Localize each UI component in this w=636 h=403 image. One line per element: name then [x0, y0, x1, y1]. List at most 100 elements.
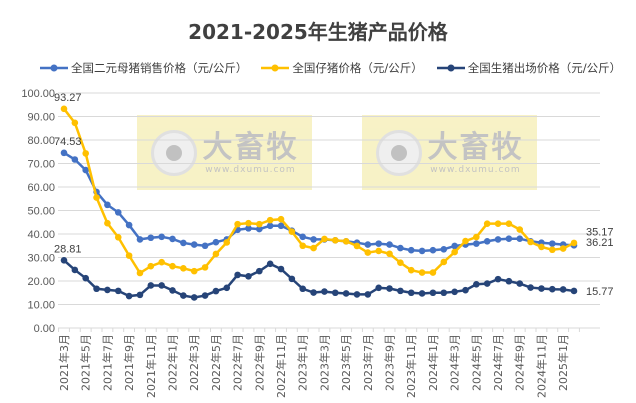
data-point [299, 285, 307, 293]
x-tick-label: 2025年1月 [556, 334, 570, 391]
data-point [538, 285, 545, 292]
data-point [397, 244, 404, 252]
data-point [386, 241, 393, 248]
x-tick-label: 2021年3月 [57, 334, 71, 391]
x-tick-label: 2022年1月 [166, 334, 180, 391]
data-point [180, 265, 187, 272]
data-point [223, 239, 231, 246]
data-point [158, 233, 165, 241]
data-point [147, 234, 155, 242]
data-label-first: 28.81 [54, 243, 82, 255]
data-point [429, 289, 437, 297]
data-point [212, 250, 220, 258]
data-point [548, 246, 556, 254]
x-tick-label: 2022年11月 [274, 334, 288, 398]
data-point [440, 245, 448, 253]
data-point [125, 292, 133, 300]
data-point [364, 249, 372, 256]
data-point [451, 288, 458, 296]
x-tick-label: 2024年5月 [469, 334, 483, 391]
data-point [386, 285, 393, 292]
data-point [147, 282, 155, 289]
chart-title: 2021-2025年生猪产品价格 [188, 20, 448, 44]
data-point [527, 284, 534, 291]
data-point [136, 291, 144, 299]
eye-logo-icon [150, 129, 197, 176]
legend-label: 全国仔猪价格（元/公斤） [292, 61, 423, 75]
data-label-last: 35.17 [586, 226, 614, 238]
x-tick-label: 2021年7月 [100, 334, 114, 391]
data-point [570, 239, 578, 247]
data-point [440, 289, 448, 297]
x-tick-label: 2022年7月 [231, 334, 245, 391]
data-point [114, 233, 122, 241]
legend-label: 全国二元母猪销售价格（元/公斤） [71, 61, 248, 75]
data-point [288, 228, 296, 235]
data-point [190, 294, 198, 301]
data-point [375, 240, 382, 247]
y-tick-label: 70.00 [27, 159, 55, 171]
data-point [483, 237, 491, 245]
data-point [136, 236, 144, 243]
data-point [570, 287, 578, 295]
data-point [277, 222, 285, 230]
data-point [71, 266, 79, 274]
data-point [397, 259, 404, 266]
data-point [321, 235, 328, 243]
data-point [331, 289, 339, 297]
data-point [353, 242, 361, 250]
data-point [201, 264, 209, 271]
data-point [375, 247, 382, 255]
data-point [190, 267, 198, 275]
data-point [505, 235, 513, 242]
data-point [505, 220, 513, 227]
x-tick-label: 2022年5月 [209, 334, 223, 391]
data-point [407, 289, 415, 297]
data-point [386, 250, 393, 258]
data-point [104, 219, 111, 227]
watermark-logo: 大畜牧 www.dxumu.com [137, 115, 312, 190]
data-point [418, 269, 426, 276]
legend-item-sow: 全国二元母猪销售价格（元/公斤） [40, 60, 247, 76]
data-point [299, 233, 307, 241]
x-tick-label: 2023年7月 [361, 334, 375, 391]
data-point [71, 119, 79, 127]
data-point [147, 262, 155, 270]
watermark-brand: 大畜牧 [202, 129, 299, 165]
data-point [114, 209, 122, 216]
x-tick-label: 2021年5月 [79, 334, 93, 391]
data-point [93, 285, 100, 293]
data-point [190, 241, 198, 248]
data-point [364, 241, 372, 248]
data-point [397, 287, 404, 295]
legend-marker-hog [436, 64, 465, 72]
data-label-first: 93.27 [54, 92, 82, 104]
data-point [364, 291, 372, 298]
data-point [429, 246, 437, 254]
data-point [353, 291, 361, 298]
data-point [82, 274, 90, 282]
eye-logo-icon [375, 129, 422, 176]
x-tick-label: 2024年3月 [448, 334, 462, 391]
data-point [473, 233, 480, 241]
data-point [407, 246, 415, 254]
data-point [256, 225, 263, 233]
y-tick-label: 90.00 [27, 112, 55, 124]
data-point [245, 273, 252, 280]
data-point [548, 285, 556, 293]
data-point [93, 194, 100, 201]
data-point [169, 262, 176, 270]
data-point [82, 166, 90, 174]
x-tick-label: 2023年9月 [383, 334, 397, 391]
data-point [71, 156, 79, 163]
data-point [256, 267, 263, 275]
data-point [483, 280, 491, 287]
data-point [310, 244, 317, 252]
data-point [559, 245, 567, 252]
data-point [158, 258, 165, 266]
data-point [407, 266, 415, 274]
data-point [125, 221, 133, 229]
data-label-last: 15.77 [586, 286, 614, 298]
data-point [548, 240, 556, 247]
